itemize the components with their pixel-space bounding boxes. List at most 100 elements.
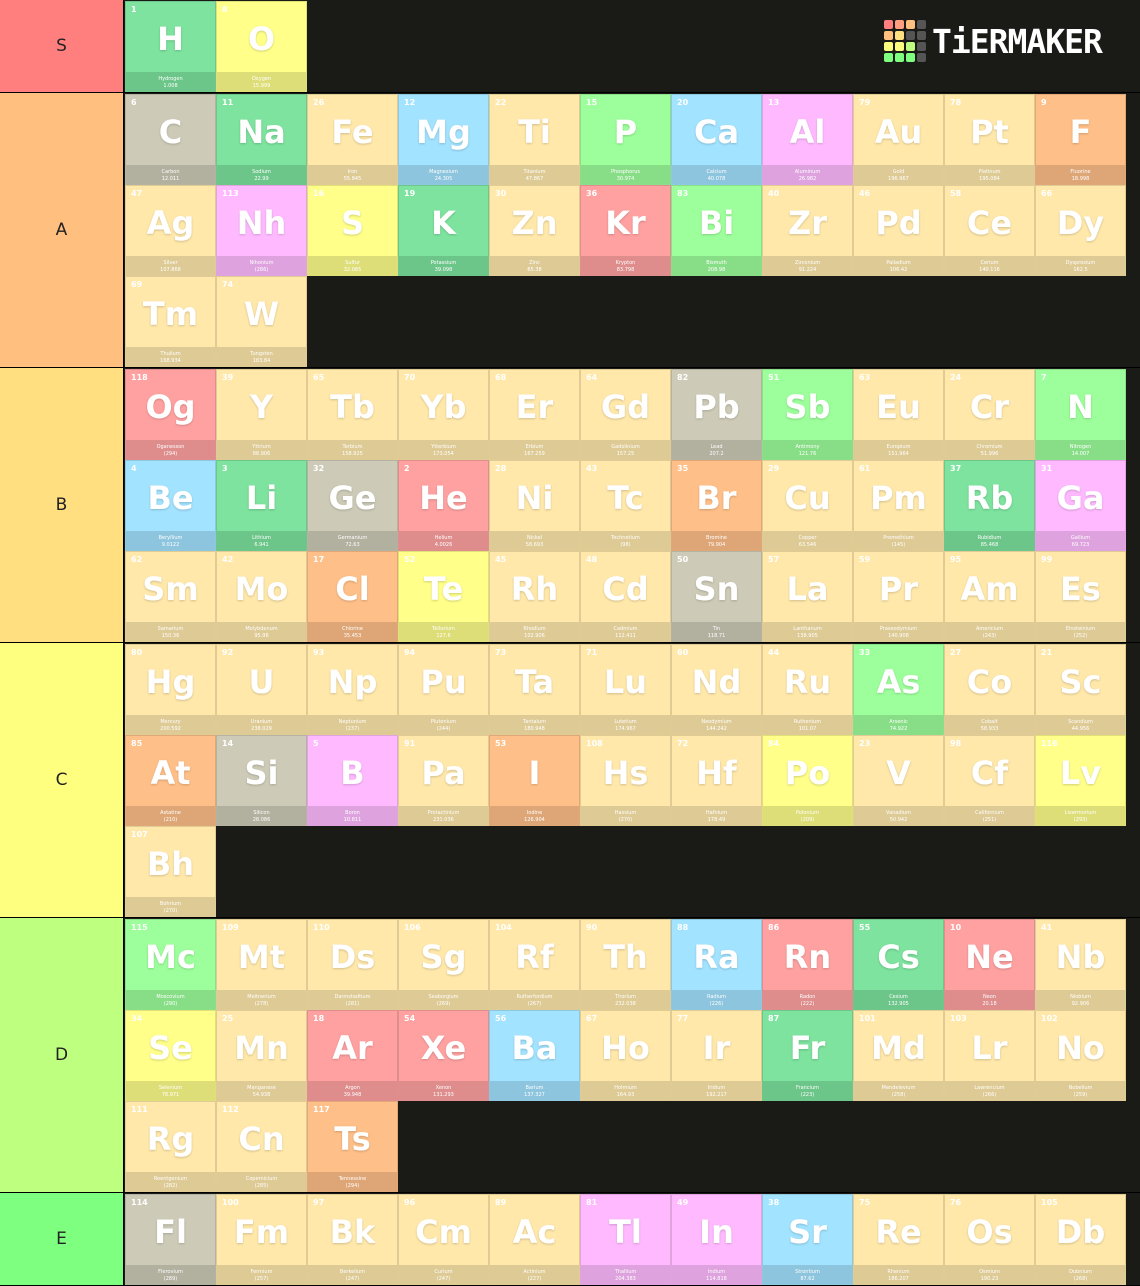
element-tile[interactable]: 47 Ag Silver 107.868 — [125, 185, 216, 276]
element-tile[interactable]: 19 K Potassium 39.098 — [398, 185, 489, 276]
element-tile[interactable]: 55 Cs Cesium 132.905 — [853, 919, 944, 1010]
element-tile[interactable]: 34 Se Selenium 78.971 — [125, 1010, 216, 1101]
element-tile[interactable]: 82 Pb Lead 207.2 — [671, 369, 762, 460]
element-tile[interactable]: 106 Sg Seaborgium (269) — [398, 919, 489, 1010]
element-tile[interactable]: 46 Pd Palladium 106.42 — [853, 185, 944, 276]
element-tile[interactable]: 72 Hf Hafnium 178.49 — [671, 735, 762, 826]
element-tile[interactable]: 78 Pt Platinum 195.084 — [944, 94, 1035, 185]
element-tile[interactable]: 2 He Helium 4.0026 — [398, 460, 489, 551]
element-tile[interactable]: 86 Rn Radon (222) — [762, 919, 853, 1010]
element-tile[interactable]: 115 Mc Moscovium (290) — [125, 919, 216, 1010]
element-tile[interactable]: 80 Hg Mercury 200.592 — [125, 644, 216, 735]
logo[interactable]: TiERMAKER — [884, 20, 1103, 62]
element-tile[interactable]: 16 S Sulfur 32.065 — [307, 185, 398, 276]
element-tile[interactable]: 84 Po Polonium (209) — [762, 735, 853, 826]
element-tile[interactable]: 40 Zr Zirconium 91.224 — [762, 185, 853, 276]
element-tile[interactable]: 65 Tb Terbium 158.925 — [307, 369, 398, 460]
element-tile[interactable]: 95 Am Americium (243) — [944, 551, 1035, 642]
element-tile[interactable]: 88 Ra Radium (226) — [671, 919, 762, 1010]
element-tile[interactable]: 36 Kr Krypton 83.798 — [580, 185, 671, 276]
element-tile[interactable]: 53 I Iodine 126.904 — [489, 735, 580, 826]
element-tile[interactable]: 15 P Phosphorus 30.974 — [580, 94, 671, 185]
element-tile[interactable]: 83 Bi Bismuth 208.98 — [671, 185, 762, 276]
element-tile[interactable]: 52 Te Tellurium 127.6 — [398, 551, 489, 642]
element-tile[interactable]: 43 Tc Technetium (98) — [580, 460, 671, 551]
element-tile[interactable]: 97 Bk Berkelium (247) — [307, 1194, 398, 1285]
element-tile[interactable]: 12 Mg Magnesium 24.305 — [398, 94, 489, 185]
element-tile[interactable]: 37 Rb Rubidium 85.468 — [944, 460, 1035, 551]
element-tile[interactable]: 105 Db Dubnium (268) — [1035, 1194, 1126, 1285]
element-tile[interactable]: 44 Ru Ruthenium 101.07 — [762, 644, 853, 735]
element-tile[interactable]: 56 Ba Barium 137.327 — [489, 1010, 580, 1101]
element-tile[interactable]: 22 Ti Titanium 47.867 — [489, 94, 580, 185]
element-tile[interactable]: 26 Fe Iron 55.845 — [307, 94, 398, 185]
element-tile[interactable]: 25 Mn Manganese 54.938 — [216, 1010, 307, 1101]
element-tile[interactable]: 85 At Astatine (210) — [125, 735, 216, 826]
element-tile[interactable]: 51 Sb Antimony 121.76 — [762, 369, 853, 460]
element-tile[interactable]: 81 Tl Thallium 204.383 — [580, 1194, 671, 1285]
element-tile[interactable]: 64 Gd Gadolinium 157.25 — [580, 369, 671, 460]
element-tile[interactable]: 113 Nh Nihonium (286) — [216, 185, 307, 276]
element-tile[interactable]: 107 Bh Bohrium (270) — [125, 826, 216, 917]
element-tile[interactable]: 24 Cr Chromium 51.996 — [944, 369, 1035, 460]
element-tile[interactable]: 70 Yb Ytterbium 173.054 — [398, 369, 489, 460]
element-tile[interactable]: 18 Ar Argon 39.948 — [307, 1010, 398, 1101]
element-tile[interactable]: 112 Cn Copernicium (285) — [216, 1101, 307, 1192]
element-tile[interactable]: 92 U Uranium 238.029 — [216, 644, 307, 735]
element-tile[interactable]: 116 Lv Livermorium (293) — [1035, 735, 1126, 826]
element-tile[interactable]: 27 Co Cobalt 58.933 — [944, 644, 1035, 735]
element-tile[interactable]: 48 Cd Cadmium 112.411 — [580, 551, 671, 642]
element-tile[interactable]: 96 Cm Curium (247) — [398, 1194, 489, 1285]
element-tile[interactable]: 109 Mt Meitnerium (278) — [216, 919, 307, 1010]
element-tile[interactable]: 31 Ga Gallium 69.723 — [1035, 460, 1126, 551]
element-tile[interactable]: 10 Ne Neon 20.18 — [944, 919, 1035, 1010]
element-tile[interactable]: 111 Rg Roentgenium (282) — [125, 1101, 216, 1192]
element-tile[interactable]: 118 Og Oganesson (294) — [125, 369, 216, 460]
element-tile[interactable]: 42 Mo Molybdenum 95.96 — [216, 551, 307, 642]
element-tile[interactable]: 98 Cf Californium (251) — [944, 735, 1035, 826]
element-tile[interactable]: 13 Al Aluminum 26.982 — [762, 94, 853, 185]
element-tile[interactable]: 61 Pm Promethium (145) — [853, 460, 944, 551]
element-tile[interactable]: 8 O Oxygen 15.999 — [216, 1, 307, 92]
element-tile[interactable]: 20 Ca Calcium 40.078 — [671, 94, 762, 185]
element-tile[interactable]: 110 Ds Darmstadtium (281) — [307, 919, 398, 1010]
element-tile[interactable]: 76 Os Osmium 190.23 — [944, 1194, 1035, 1285]
element-tile[interactable]: 69 Tm Thulium 168.934 — [125, 276, 216, 367]
element-tile[interactable]: 32 Ge Germanium 72.63 — [307, 460, 398, 551]
element-tile[interactable]: 114 Fl Flerovium (289) — [125, 1194, 216, 1285]
element-tile[interactable]: 30 Zn Zinc 65.38 — [489, 185, 580, 276]
element-tile[interactable]: 100 Fm Fermium (257) — [216, 1194, 307, 1285]
element-tile[interactable]: 90 Th Thorium 232.038 — [580, 919, 671, 1010]
element-tile[interactable]: 79 Au Gold 196.967 — [853, 94, 944, 185]
element-tile[interactable]: 54 Xe Xenon 131.293 — [398, 1010, 489, 1101]
element-tile[interactable]: 99 Es Einsteinium (252) — [1035, 551, 1126, 642]
element-tile[interactable]: 73 Ta Tantalum 180.948 — [489, 644, 580, 735]
element-tile[interactable]: 117 Ts Tennessine (294) — [307, 1101, 398, 1192]
element-tile[interactable]: 60 Nd Neodymium 144.242 — [671, 644, 762, 735]
element-tile[interactable]: 33 As Arsenic 74.922 — [853, 644, 944, 735]
element-tile[interactable]: 102 No Nobelium (259) — [1035, 1010, 1126, 1101]
element-tile[interactable]: 77 Ir Iridium 192.217 — [671, 1010, 762, 1101]
element-tile[interactable]: 39 Y Yttrium 88.906 — [216, 369, 307, 460]
element-tile[interactable]: 3 Li Lithium 6.941 — [216, 460, 307, 551]
element-tile[interactable]: 21 Sc Scandium 44.956 — [1035, 644, 1126, 735]
element-tile[interactable]: 45 Rh Rhodium 102.906 — [489, 551, 580, 642]
element-tile[interactable]: 74 W Tungsten 183.84 — [216, 276, 307, 367]
element-tile[interactable]: 1 H Hydrogen 1.008 — [125, 1, 216, 92]
element-tile[interactable]: 57 La Lanthanum 138.905 — [762, 551, 853, 642]
element-tile[interactable]: 66 Dy Dysprosium 162.5 — [1035, 185, 1126, 276]
element-tile[interactable]: 41 Nb Niobium 92.906 — [1035, 919, 1126, 1010]
element-tile[interactable]: 14 Si Silicon 28.086 — [216, 735, 307, 826]
element-tile[interactable]: 35 Br Bromine 79.904 — [671, 460, 762, 551]
element-tile[interactable]: 62 Sm Samarium 150.36 — [125, 551, 216, 642]
element-tile[interactable]: 11 Na Sodium 22.99 — [216, 94, 307, 185]
element-tile[interactable]: 5 B Boron 10.811 — [307, 735, 398, 826]
element-tile[interactable]: 94 Pu Plutonium (244) — [398, 644, 489, 735]
element-tile[interactable]: 91 Pa Protactinium 231.036 — [398, 735, 489, 826]
element-tile[interactable]: 49 In Indium 114.818 — [671, 1194, 762, 1285]
element-tile[interactable]: 93 Np Neptunium (237) — [307, 644, 398, 735]
element-tile[interactable]: 4 Be Beryllium 9.0122 — [125, 460, 216, 551]
element-tile[interactable]: 23 V Vanadium 50.942 — [853, 735, 944, 826]
element-tile[interactable]: 101 Md Mendelevium (258) — [853, 1010, 944, 1101]
element-tile[interactable]: 108 Hs Hassium (270) — [580, 735, 671, 826]
